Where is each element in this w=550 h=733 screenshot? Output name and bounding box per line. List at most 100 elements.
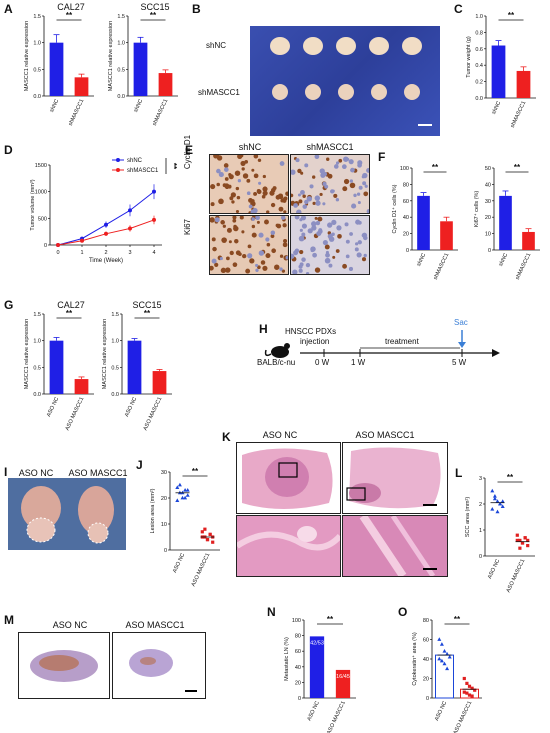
chart-f1-xtick-label: shMASCC1 <box>433 252 451 281</box>
stained-nucleus <box>279 195 284 200</box>
chart-o-point <box>447 654 452 659</box>
stained-nucleus <box>335 198 340 202</box>
chart-d-xtick-label: 0 <box>56 250 59 256</box>
chart-o-point <box>462 676 466 681</box>
stained-nucleus <box>278 206 284 212</box>
chart-o-point <box>445 666 450 671</box>
stained-nucleus <box>232 262 238 267</box>
stained-nucleus <box>336 225 342 231</box>
stained-nucleus <box>262 174 266 179</box>
pdx-photo <box>8 478 126 550</box>
chart-d-point <box>152 189 156 194</box>
chart-a2-bar <box>133 42 148 96</box>
stained-nucleus <box>241 167 245 171</box>
chart-a2-xtick-label: shMASCC1 <box>152 98 170 127</box>
stained-nucleus <box>311 221 317 227</box>
chart-title-a2: SCC15 <box>140 2 170 12</box>
sac-label: Sac <box>454 318 468 327</box>
stained-nucleus <box>285 255 288 260</box>
stained-nucleus <box>232 216 237 220</box>
stained-nucleus <box>326 157 330 161</box>
stained-nucleus <box>302 194 306 199</box>
stained-nucleus <box>328 236 335 242</box>
chart-g1-xtick-label: ASO MASCC1 <box>65 396 86 431</box>
chart-o-point <box>445 651 450 656</box>
chart-o-point <box>467 693 472 697</box>
stained-nucleus <box>307 228 313 234</box>
stained-nucleus <box>258 250 265 256</box>
stained-nucleus <box>228 240 232 244</box>
chart-o-point <box>470 686 474 690</box>
stained-nucleus <box>297 168 302 174</box>
stained-nucleus <box>257 265 261 269</box>
stained-nucleus <box>361 257 367 262</box>
chart-n-ytick-label: 60 <box>295 649 301 655</box>
chart-f1-ytick-label: 40 <box>403 215 409 221</box>
chart-g1-bar <box>74 379 89 394</box>
chart-f2-bar <box>522 231 535 250</box>
chart-d-point <box>104 231 108 236</box>
chart-o-point <box>465 691 469 695</box>
panel-label-d: D <box>4 143 13 157</box>
stained-nucleus <box>329 233 333 238</box>
stained-nucleus <box>345 254 350 259</box>
stained-nucleus <box>346 157 350 161</box>
ihc-col-shnc: shNC <box>238 142 262 152</box>
stained-nucleus <box>304 199 309 205</box>
chart-l-point <box>500 504 505 508</box>
chart-f2-xtick-label: shMASCC1 <box>515 252 533 281</box>
chart-f1-ytick-label: 80 <box>403 182 409 188</box>
chart-o-point <box>465 681 469 685</box>
tumor-specimen <box>305 84 321 100</box>
stained-nucleus <box>366 208 369 213</box>
stained-nucleus <box>312 252 317 258</box>
tumor-specimen <box>404 84 420 100</box>
stained-nucleus <box>265 253 271 259</box>
stained-nucleus <box>297 193 301 197</box>
stained-nucleus <box>253 173 259 179</box>
stained-nucleus <box>314 195 321 201</box>
stained-nucleus <box>220 267 227 274</box>
stained-nucleus <box>245 268 251 274</box>
ln-image-aso-nc <box>18 632 110 699</box>
chart-a1-ytick-label: 1.0 <box>33 41 41 47</box>
chart-l-point <box>490 507 495 511</box>
chart-a1-bar <box>49 42 64 96</box>
stained-nucleus <box>223 163 229 168</box>
stained-nucleus <box>285 191 288 196</box>
panel-label-b: B <box>192 2 201 16</box>
stained-nucleus <box>211 237 216 242</box>
stained-nucleus <box>232 218 237 223</box>
chart-g2-bar <box>152 371 167 394</box>
chart-j-point <box>185 493 190 497</box>
stained-nucleus <box>301 257 306 262</box>
ihc-row-cyclind1: Cyclin D1 <box>183 134 192 170</box>
stained-nucleus <box>234 170 241 176</box>
chart-l-point <box>523 536 527 540</box>
tumor-photo <box>250 26 440 136</box>
stained-nucleus <box>280 216 286 220</box>
panel-label-c: C <box>454 2 463 16</box>
chart-o-point <box>442 649 447 653</box>
pdx-label: HNSCC PDXs <box>285 327 337 336</box>
panel-label-h: H <box>259 322 268 336</box>
chart-o-point <box>439 642 444 646</box>
stained-nucleus <box>299 249 304 255</box>
stained-nucleus <box>328 263 333 268</box>
stained-nucleus <box>283 196 288 201</box>
tumor-specimen <box>336 37 356 55</box>
chart-d-series-line <box>57 191 155 246</box>
panel-label-j: J <box>136 458 143 472</box>
chart-d-xtick-label: 4 <box>152 250 155 256</box>
stained-nucleus <box>305 262 311 268</box>
chart-j-ytick-label: 20 <box>161 496 167 502</box>
chart-o-point <box>437 637 442 641</box>
stained-nucleus <box>280 198 285 203</box>
stained-nucleus <box>311 225 317 231</box>
stained-nucleus <box>251 217 255 221</box>
chart-n-bar <box>335 669 351 698</box>
chart-n-ytick-label: 80 <box>295 634 301 640</box>
chart-d-sig: ** <box>169 163 178 170</box>
stained-nucleus <box>315 220 321 226</box>
stained-nucleus <box>296 210 301 213</box>
